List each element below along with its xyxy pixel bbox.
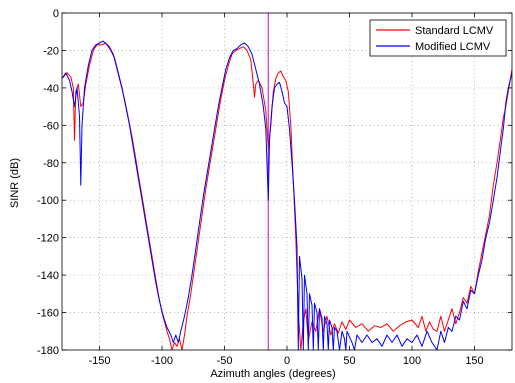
y-tick-label: -40	[43, 83, 59, 95]
axis-ticks: -150 -100 -50 0 50 100 150 0 -20 -40 -60 -80 -100 -12…	[37, 8, 513, 367]
legend-label-modified: Modified LCMV	[415, 41, 491, 53]
y-tick-label: -160	[37, 308, 59, 320]
x-tick-label: 150	[465, 355, 483, 367]
x-axis-label: Azimuth angles (degrees)	[210, 368, 335, 380]
series-line-modified-lcmv	[62, 40, 512, 350]
y-tick-label: -120	[37, 233, 59, 245]
legend: Standard LCMV Modified LCMV	[369, 19, 507, 57]
y-tick-label: -180	[37, 345, 59, 357]
legend-label-standard: Standard LCMV	[415, 25, 494, 37]
y-tick-label: -60	[43, 120, 59, 132]
y-tick-label: -100	[37, 195, 59, 207]
x-tick-label: -50	[217, 355, 233, 367]
plot-area	[62, 13, 512, 350]
x-tick-label: 100	[403, 355, 421, 367]
x-tick-label: 0	[284, 355, 290, 367]
x-tick-label: 50	[343, 355, 355, 367]
y-tick-label: -140	[37, 270, 59, 282]
y-axis-label: SINR (dB)	[9, 158, 21, 208]
y-tick-label: 0	[53, 8, 59, 20]
y-tick-label: -20	[43, 45, 59, 57]
legend-box	[369, 19, 507, 57]
y-tick-label: -80	[43, 158, 59, 170]
x-tick-label: -100	[151, 355, 173, 367]
x-tick-label: -150	[88, 355, 110, 367]
